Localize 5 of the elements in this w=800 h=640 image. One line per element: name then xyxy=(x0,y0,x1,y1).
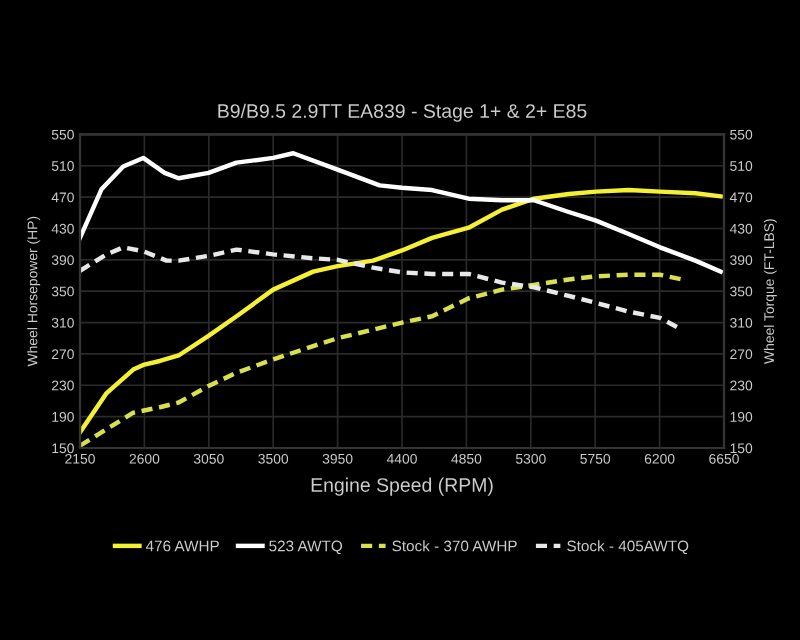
line-series xyxy=(80,187,723,435)
line-series xyxy=(80,272,685,448)
line-series xyxy=(80,151,723,274)
chart-title: B9/B9.5 2.9TT EA839 - Stage 1+ & 2+ E85 xyxy=(218,103,587,122)
x-axis-title: Engine Speed (RPM) xyxy=(311,477,493,496)
